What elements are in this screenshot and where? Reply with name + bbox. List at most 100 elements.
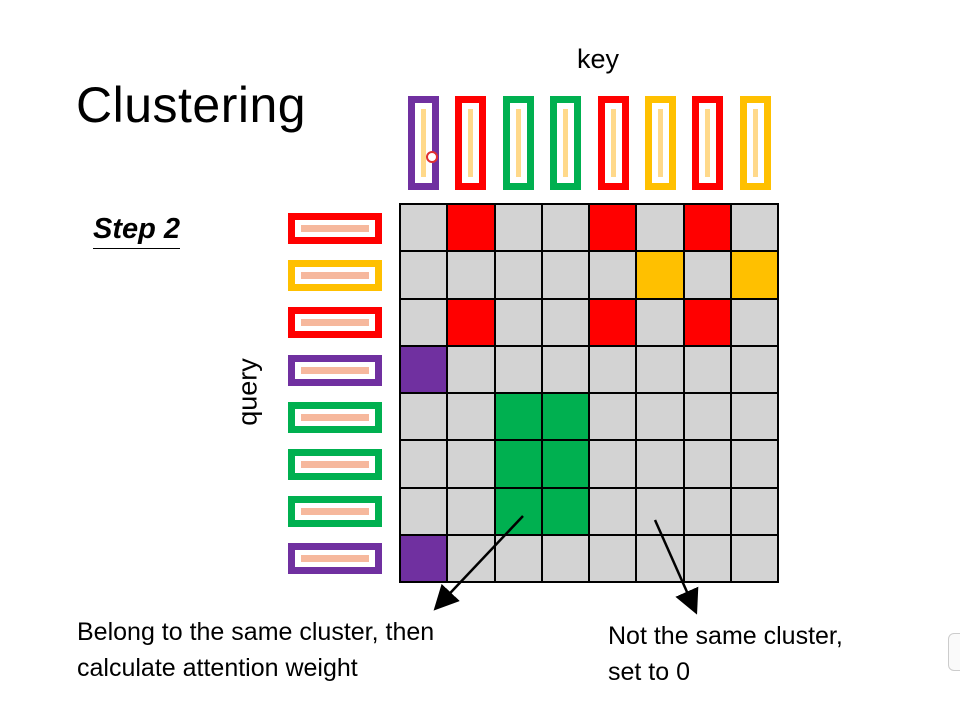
query-vector-7 <box>288 496 382 528</box>
matrix-cell-r2-c2 <box>447 251 495 299</box>
matrix-cell-r7-c1 <box>400 487 448 535</box>
caption-same-cluster-line2: calculate attention weight <box>77 654 358 682</box>
matrix-cell-r5-c6 <box>636 393 684 441</box>
query-vector-fill <box>301 555 369 563</box>
matrix-cell-r4-c5 <box>589 345 637 393</box>
matrix-cell-r5-c8 <box>730 393 778 441</box>
matrix-cell-r4-c1 <box>400 345 448 393</box>
query-vector-fill <box>301 272 369 280</box>
matrix-cell-r6-c4 <box>541 440 589 488</box>
matrix-cell-r3-c4 <box>541 298 589 346</box>
matrix-cell-r3-c6 <box>636 298 684 346</box>
matrix-cell-r5-c7 <box>683 393 731 441</box>
matrix-cell-r5-c5 <box>589 393 637 441</box>
matrix-cell-r7-c4 <box>541 487 589 535</box>
matrix-cell-r5-c4 <box>541 393 589 441</box>
caption-same-cluster-line1: Belong to the same cluster, then <box>77 618 435 646</box>
matrix-cell-r6-c5 <box>589 440 637 488</box>
matrix-cell-r1-c3 <box>494 204 542 252</box>
matrix-cell-r7-c8 <box>730 487 778 535</box>
matrix-cell-r5-c2 <box>447 393 495 441</box>
matrix-cell-r8-c3 <box>494 534 542 582</box>
matrix-cell-r4-c2 <box>447 345 495 393</box>
matrix-cell-r1-c8 <box>730 204 778 252</box>
attention-matrix <box>399 203 779 583</box>
matrix-cell-r1-c6 <box>636 204 684 252</box>
matrix-cell-r1-c2 <box>447 204 495 252</box>
matrix-cell-r3-c3 <box>494 298 542 346</box>
matrix-cell-r2-c4 <box>541 251 589 299</box>
matrix-cell-r7-c7 <box>683 487 731 535</box>
matrix-cell-r1-c7 <box>683 204 731 252</box>
query-vector-fill <box>301 461 369 468</box>
matrix-cell-r2-c1 <box>400 251 448 299</box>
key-vector-fill <box>563 109 569 177</box>
matrix-cell-r6-c7 <box>683 440 731 488</box>
slide-title: Clustering <box>76 77 307 133</box>
side-panel-handle[interactable] <box>948 633 960 671</box>
matrix-cell-r4-c8 <box>730 345 778 393</box>
query-vector-fill <box>301 508 369 516</box>
matrix-cell-r4-c7 <box>683 345 731 393</box>
caption-not-same-cluster-line2: set to 0 <box>608 658 690 686</box>
key-vector-7 <box>692 96 724 190</box>
key-vector-5 <box>597 96 629 190</box>
key-vector-6 <box>645 96 676 190</box>
caption-not-same-cluster: Not the same cluster, set to 0 <box>608 618 908 690</box>
matrix-cell-r4-c3 <box>494 345 542 393</box>
key-vector-fill <box>515 109 521 177</box>
matrix-cell-r7-c3 <box>494 487 542 535</box>
key-vector-fill <box>705 109 711 177</box>
query-vector-fill <box>301 413 369 421</box>
matrix-cell-r5-c3 <box>494 393 542 441</box>
matrix-cell-r4-c6 <box>636 345 684 393</box>
matrix-cell-r6-c6 <box>636 440 684 488</box>
caption-same-cluster: Belong to the same cluster, then calcula… <box>77 614 517 686</box>
matrix-cell-r2-c8 <box>730 251 778 299</box>
key-vector-3 <box>502 96 534 190</box>
matrix-cell-r2-c7 <box>683 251 731 299</box>
matrix-cell-r6-c1 <box>400 440 448 488</box>
query-vector-1 <box>288 213 382 244</box>
matrix-cell-r7-c5 <box>589 487 637 535</box>
matrix-cell-r3-c1 <box>400 298 448 346</box>
key-vector-8 <box>739 96 771 190</box>
query-vector-8 <box>288 543 382 575</box>
matrix-cell-r8-c2 <box>447 534 495 582</box>
matrix-cell-r7-c6 <box>636 487 684 535</box>
matrix-cell-r1-c1 <box>400 204 448 252</box>
caption-not-same-cluster-line1: Not the same cluster, <box>608 622 843 650</box>
query-vector-2 <box>288 260 382 292</box>
matrix-cell-r3-c8 <box>730 298 778 346</box>
query-vector-6 <box>288 449 382 480</box>
query-vector-5 <box>288 401 382 433</box>
matrix-cell-r4-c4 <box>541 345 589 393</box>
matrix-cell-r8-c5 <box>589 534 637 582</box>
key-vector-fill <box>610 109 616 177</box>
query-vector-fill <box>301 366 369 374</box>
matrix-cell-r3-c5 <box>589 298 637 346</box>
matrix-cell-r1-c5 <box>589 204 637 252</box>
matrix-cell-r2-c3 <box>494 251 542 299</box>
key-vector-4 <box>550 96 582 190</box>
matrix-cell-r6-c2 <box>447 440 495 488</box>
matrix-cell-r8-c1 <box>400 534 448 582</box>
query-vector-3 <box>288 307 382 339</box>
key-vector-1 <box>408 96 439 190</box>
arrow-not-same-cluster <box>653 519 699 615</box>
matrix-cell-r3-c2 <box>447 298 495 346</box>
query-vector-fill <box>301 225 369 232</box>
query-vector-fill <box>301 319 369 327</box>
key-vector-fill <box>658 109 663 177</box>
key-vector-fill <box>421 109 426 177</box>
matrix-cell-r2-c5 <box>589 251 637 299</box>
key-vector-fill <box>752 109 758 177</box>
matrix-cell-r7-c2 <box>447 487 495 535</box>
matrix-cell-r8-c8 <box>730 534 778 582</box>
matrix-cell-r1-c4 <box>541 204 589 252</box>
key-vector-2 <box>455 96 487 190</box>
query-vector-4 <box>288 354 382 386</box>
matrix-cell-r2-c6 <box>636 251 684 299</box>
